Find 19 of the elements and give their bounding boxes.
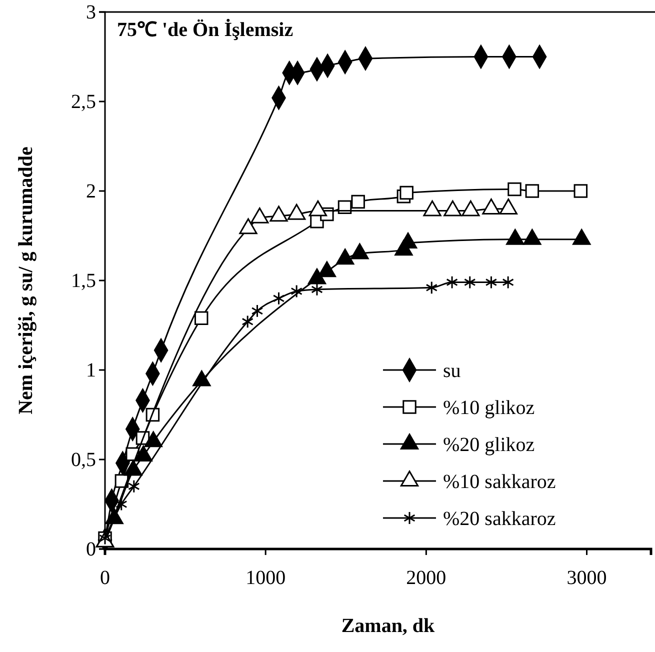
y-tick-label: 1,5 xyxy=(71,270,96,292)
y-tick-label: 2,5 xyxy=(71,90,96,113)
legend-label: su xyxy=(443,360,461,382)
x-tick-label: 3000 xyxy=(566,567,607,589)
x-axis-title: Zaman, dk xyxy=(341,615,436,637)
y-tick-label: 2 xyxy=(86,180,96,202)
legend-label: %20 sakkaroz xyxy=(443,508,556,530)
y-tick-label: 0,5 xyxy=(71,448,96,471)
chart-title: 75℃ 'de Ön İşlemsiz xyxy=(117,18,294,41)
legend-label: %10 glikoz xyxy=(443,397,535,419)
y-tick-label: 1 xyxy=(86,359,96,382)
x-tick-label: 1000 xyxy=(246,567,286,589)
x-tick-label: 2000 xyxy=(406,567,446,589)
x-tick-label: 0 xyxy=(100,567,110,589)
y-axis-title: Nem içeriği, g su/ g kurumadde xyxy=(15,146,37,414)
legend-label: %10 sakkaroz xyxy=(443,471,556,493)
legend-label: %20 glikoz xyxy=(443,434,535,456)
y-tick-label: 0 xyxy=(86,538,96,560)
y-tick-label: 3 xyxy=(86,1,96,24)
